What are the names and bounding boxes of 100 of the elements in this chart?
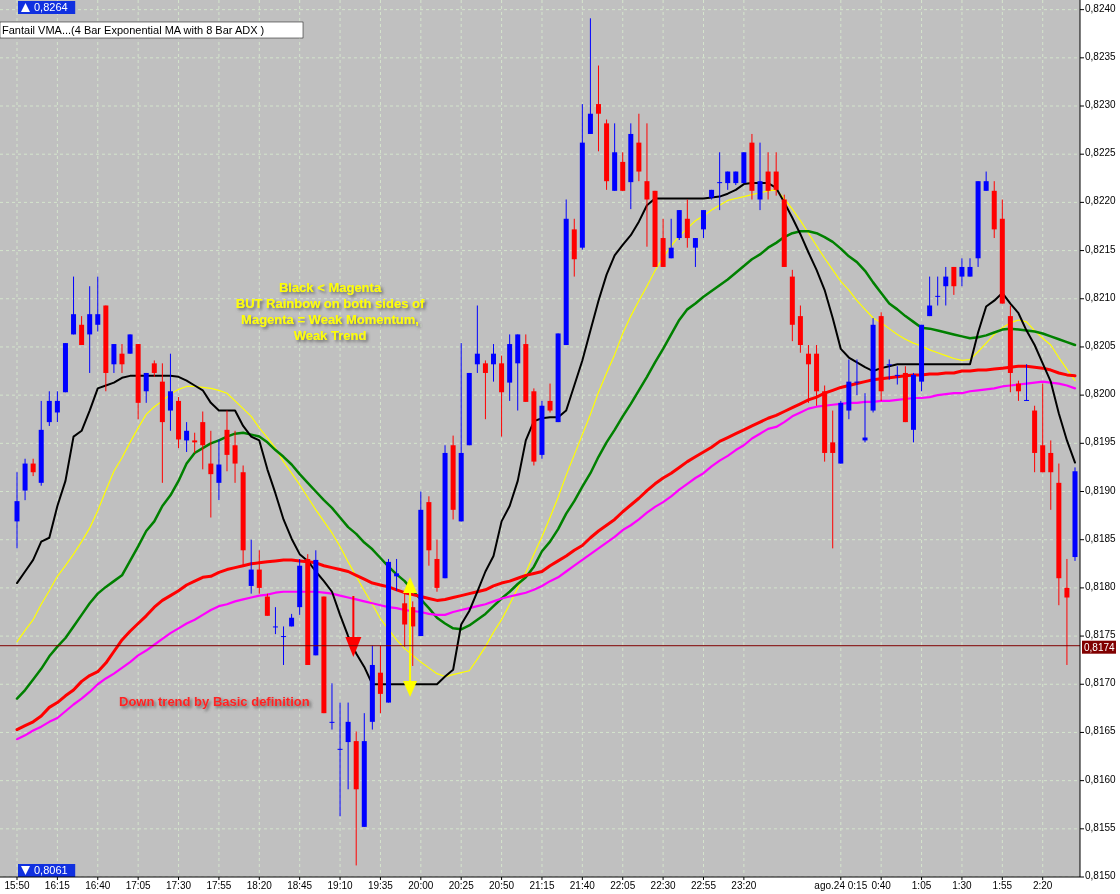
- candlestick: [111, 343, 117, 374]
- x-tick-label: 1:55: [992, 880, 1013, 891]
- x-tick-label: 1:05: [911, 880, 932, 891]
- candlestick: [830, 410, 836, 549]
- candlestick: [959, 257, 965, 287]
- x-tick-label: 20:50: [489, 880, 515, 891]
- x-tick-label: 2:20: [1032, 880, 1053, 891]
- candlestick: [773, 151, 779, 197]
- annotation: Down trend by Basic definition: [119, 694, 310, 709]
- candlestick: [943, 266, 949, 306]
- candlestick: [329, 682, 335, 731]
- x-tick-label: 17:30: [166, 880, 192, 891]
- y-tick-label: 0,8235: [1085, 50, 1117, 62]
- y-tick-label: 0,8230: [1085, 99, 1117, 111]
- candlestick: [474, 305, 480, 374]
- x-tick-label: 17:55: [206, 880, 232, 891]
- x-tick-label: 1:30: [952, 880, 973, 891]
- annotation: Fantail VMA...(4 Bar Exponential MA with 8 Bar ADX ): [2, 24, 265, 36]
- candlestick: [256, 549, 262, 595]
- candlestick: [596, 65, 601, 152]
- annotation: 0,8061: [34, 864, 68, 876]
- y-tick-label: 0,8185: [1085, 532, 1117, 544]
- candlestick: [248, 539, 254, 595]
- y-tick-label: 0,8205: [1085, 339, 1117, 351]
- x-tick-label: ago.24 0:15: [814, 880, 868, 891]
- x-tick-label: 22:55: [690, 880, 717, 891]
- candlestick: [668, 218, 674, 259]
- y-tick-label: 0,8210: [1085, 291, 1117, 303]
- y-tick-label: 0,8225: [1085, 147, 1117, 159]
- candlestick: [644, 122, 650, 248]
- candlestick: [967, 257, 973, 278]
- candlestick: [272, 606, 278, 635]
- candlestick: [757, 142, 763, 211]
- candlestick: [402, 590, 408, 648]
- y-tick-label: 0,8165: [1085, 725, 1117, 737]
- candlestick: [894, 365, 900, 386]
- candlestick: [71, 276, 77, 335]
- candlestick: [79, 315, 85, 346]
- y-tick-label: 0,8170: [1085, 677, 1117, 689]
- y-tick-label: 0,8220: [1085, 195, 1117, 207]
- candlestick: [935, 276, 941, 306]
- candlestick: [143, 372, 149, 404]
- y-tick-label: 0,8175: [1085, 629, 1117, 641]
- candlestick: [192, 432, 198, 454]
- x-tick-label: 16:40: [85, 880, 111, 891]
- candlestick: [886, 358, 892, 381]
- candlestick: [216, 438, 222, 501]
- ref-line-label: 0,8174: [1084, 641, 1116, 653]
- candlestick: [927, 276, 933, 317]
- candlestick: [951, 266, 957, 296]
- candlestick: [281, 625, 287, 666]
- x-tick-label: 22:05: [610, 880, 636, 891]
- candlestick: [491, 343, 496, 383]
- x-tick-label: 21:40: [569, 880, 596, 891]
- candlestick: [1024, 363, 1030, 402]
- y-tick-label: 0,8160: [1085, 773, 1117, 785]
- candlestick: [337, 702, 343, 817]
- y-tick-label: 0,8190: [1085, 484, 1117, 496]
- candlestick: [394, 558, 400, 592]
- y-tick-label: 0,8155: [1085, 821, 1117, 833]
- annotation: 0,8264: [34, 1, 68, 13]
- candlestick: [854, 358, 860, 396]
- candlestick: [1015, 380, 1021, 402]
- candlestick: [684, 198, 690, 249]
- x-tick-label: 20:25: [448, 880, 475, 891]
- x-tick-label: 19:10: [327, 880, 353, 891]
- x-tick-label: 18:20: [246, 880, 273, 891]
- candlestick: [692, 237, 698, 268]
- x-tick-label: 23:20: [731, 880, 757, 891]
- candlestick: [54, 390, 60, 423]
- candlestick: [87, 285, 93, 374]
- y-tick-label: 0,8200: [1085, 388, 1117, 400]
- candlestick: [983, 171, 989, 192]
- candlestick: [46, 390, 52, 427]
- candlestick: [377, 645, 383, 714]
- candlestick: [700, 209, 706, 239]
- candlestick: [119, 343, 125, 374]
- candlestick: [264, 593, 270, 617]
- candlestick: [95, 276, 101, 333]
- candlestick: [717, 151, 723, 211]
- x-tick-label: 15:50: [4, 880, 30, 891]
- y-tick-label: 0,8180: [1085, 580, 1117, 592]
- x-tick-label: 16:15: [44, 880, 71, 891]
- candlestick: [547, 383, 553, 413]
- x-tick-label: 18:45: [287, 880, 313, 891]
- y-tick-label: 0,8240: [1085, 2, 1117, 14]
- candlestick: [765, 151, 771, 200]
- candlestick: [208, 430, 214, 519]
- candlestick: [14, 471, 20, 549]
- x-tick-label: 22:30: [650, 880, 677, 891]
- x-tick-label: 20:00: [408, 880, 434, 891]
- candlestick: [482, 359, 488, 420]
- y-tick-label: 0,8150: [1085, 870, 1117, 881]
- y-tick-label: 0,8215: [1085, 243, 1117, 255]
- candlestick: [184, 421, 190, 453]
- candlestick: [1048, 439, 1054, 511]
- x-tick-label: 17:05: [125, 880, 152, 891]
- candlestick: [127, 333, 133, 355]
- candlestick: [232, 430, 238, 484]
- x-tick-label: 19:35: [367, 880, 394, 891]
